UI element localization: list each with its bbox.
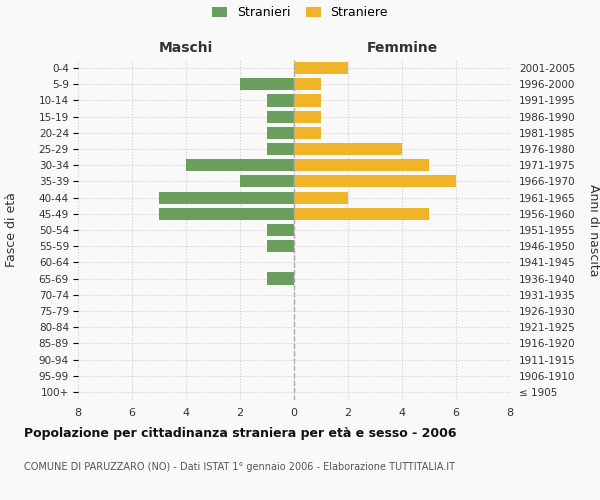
Bar — [159, 208, 294, 220]
Text: COMUNE DI PARUZZARO (NO) - Dati ISTAT 1° gennaio 2006 - Elaborazione TUTTITALIA.: COMUNE DI PARUZZARO (NO) - Dati ISTAT 1°… — [24, 462, 455, 472]
Bar — [267, 224, 294, 236]
Bar — [294, 208, 429, 220]
Bar — [294, 62, 348, 74]
Text: Maschi: Maschi — [159, 41, 213, 55]
Legend: Stranieri, Straniere: Stranieri, Straniere — [212, 6, 388, 19]
Bar — [294, 78, 321, 90]
Bar — [240, 176, 294, 188]
Bar — [267, 240, 294, 252]
Text: Popolazione per cittadinanza straniera per età e sesso - 2006: Popolazione per cittadinanza straniera p… — [24, 428, 457, 440]
Bar — [267, 110, 294, 122]
Bar — [267, 143, 294, 155]
Bar — [267, 94, 294, 106]
Bar — [294, 176, 456, 188]
Bar — [294, 159, 429, 172]
Bar — [159, 192, 294, 203]
Text: Anni di nascita: Anni di nascita — [587, 184, 600, 276]
Bar — [294, 127, 321, 139]
Bar — [294, 94, 321, 106]
Bar — [267, 127, 294, 139]
Bar — [294, 110, 321, 122]
Bar — [294, 192, 348, 203]
Bar — [240, 78, 294, 90]
Bar — [186, 159, 294, 172]
Text: Fasce di età: Fasce di età — [5, 192, 19, 268]
Bar — [294, 143, 402, 155]
Text: Femmine: Femmine — [367, 41, 437, 55]
Bar — [267, 272, 294, 284]
